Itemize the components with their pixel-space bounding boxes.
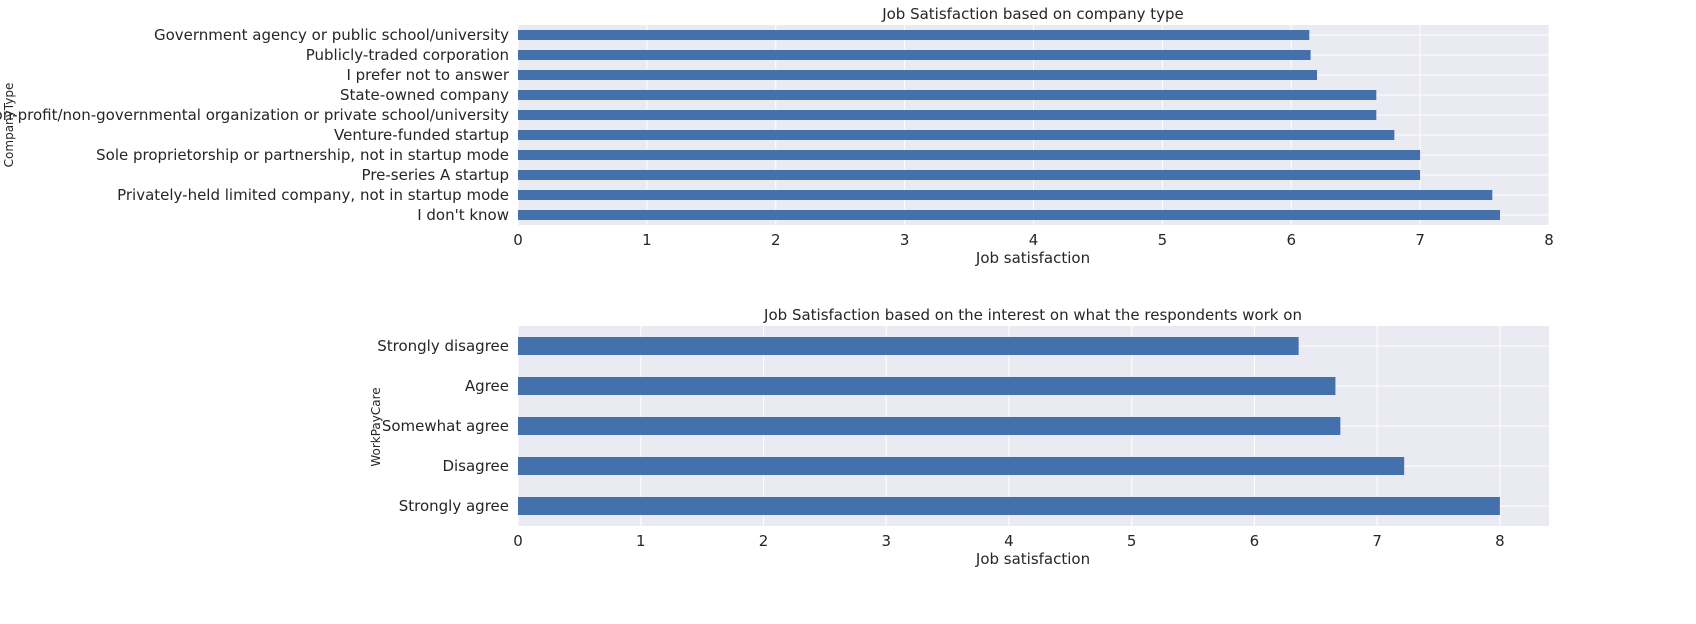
bar [518, 190, 1493, 200]
bar [518, 30, 1310, 40]
y-tick-label: Strongly disagree [377, 337, 509, 355]
x-tick-label: 0 [513, 532, 523, 550]
x-tick-label: 5 [1158, 231, 1168, 249]
y-tick-label: Publicly-traded corporation [306, 46, 509, 64]
y-tick-label: Venture-funded startup [334, 126, 509, 144]
bar [518, 50, 1311, 60]
bar [518, 210, 1501, 220]
work-pay-care-chart: 0 1 2 3 4 5 6 7 8 Strongly disagree Agree Somewhat … [369, 306, 1549, 568]
x-tick-label: 3 [900, 231, 910, 249]
company-type-chart: 0 1 2 3 4 5 6 7 8 Government agency or public sch… [0, 5, 1554, 267]
x-tick-label: 7 [1372, 532, 1382, 550]
x-tick-label: 3 [881, 532, 891, 550]
x-tick-label: 1 [642, 231, 652, 249]
bar [518, 110, 1377, 120]
x-tick-label: 6 [1286, 231, 1296, 249]
y-tick-label: Strongly agree [399, 497, 509, 515]
chart-title: Job Satisfaction based on company type [881, 5, 1184, 23]
chart-title: Job Satisfaction based on the interest o… [763, 306, 1302, 324]
bar [518, 90, 1377, 100]
y-tick-label: Non-profit/non-governmental organization… [0, 106, 509, 124]
bar [518, 457, 1405, 475]
bar [518, 337, 1299, 355]
bar [518, 497, 1500, 515]
x-axis-label: Job satisfaction [975, 550, 1090, 568]
y-axis-label: CompanyType [2, 83, 16, 168]
x-tick-label: 5 [1127, 532, 1137, 550]
x-tick-label: 8 [1544, 231, 1554, 249]
x-tick-label: 1 [636, 532, 646, 550]
x-axis-label: Job satisfaction [975, 249, 1090, 267]
x-tick-label: 7 [1415, 231, 1425, 249]
x-tick-label: 0 [513, 231, 523, 249]
y-tick-label: Agree [465, 377, 509, 395]
x-tick-label: 4 [1004, 532, 1014, 550]
x-tick-label: 8 [1495, 532, 1505, 550]
x-tick-label: 2 [759, 532, 769, 550]
bar [518, 377, 1336, 395]
bar [518, 417, 1341, 435]
y-tick-label: Pre-series A startup [362, 166, 509, 184]
y-tick-label: I don't know [417, 206, 509, 224]
y-axis-label: WorkPayCare [369, 387, 383, 466]
y-tick-label: Somewhat agree [382, 417, 509, 435]
bar [518, 150, 1421, 160]
y-tick-label: Disagree [442, 457, 509, 475]
bar [518, 70, 1318, 80]
x-tick-label: 2 [771, 231, 781, 249]
x-tick-label: 6 [1250, 532, 1260, 550]
y-tick-label: Government agency or public school/unive… [154, 26, 509, 44]
bar [518, 170, 1421, 180]
y-tick-label: Sole proprietorship or partnership, not … [96, 146, 509, 164]
y-tick-label: I prefer not to answer [346, 66, 509, 84]
bar [518, 130, 1395, 140]
x-tick-label: 4 [1029, 231, 1039, 249]
y-tick-label: Privately-held limited company, not in s… [117, 186, 509, 204]
y-tick-label: State-owned company [340, 86, 509, 104]
